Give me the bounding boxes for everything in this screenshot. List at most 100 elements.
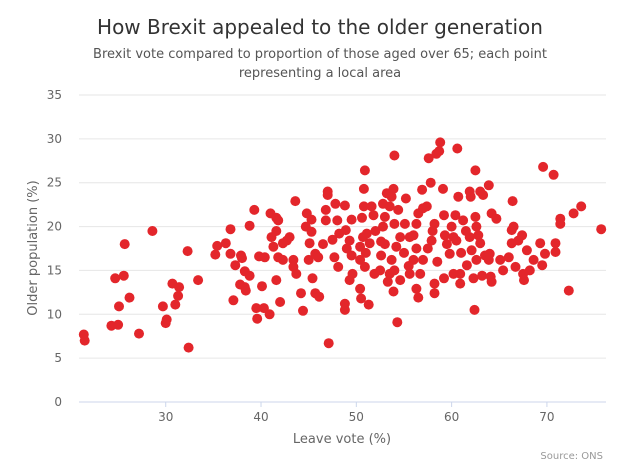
y-tick-label: 25 <box>47 176 62 190</box>
data-point <box>244 270 255 281</box>
data-point <box>356 293 367 304</box>
data-point <box>486 276 497 287</box>
data-point <box>79 335 90 346</box>
data-point <box>395 232 406 243</box>
data-point <box>550 238 561 249</box>
data-point <box>220 238 231 249</box>
data-point <box>422 243 433 254</box>
data-point <box>147 226 158 236</box>
data-point <box>268 241 279 252</box>
chart-title: How Brexit appealed to the older generat… <box>97 15 543 39</box>
data-point <box>323 338 334 349</box>
data-point <box>471 254 482 265</box>
data-point <box>563 285 574 296</box>
data-point <box>161 314 172 325</box>
data-point <box>399 218 410 229</box>
data-point <box>389 150 400 161</box>
data-point <box>296 288 306 299</box>
data-point <box>483 254 494 265</box>
data-point <box>273 215 284 226</box>
data-point <box>521 245 532 256</box>
x-tick-label: 30 <box>158 410 173 424</box>
y-axis-ticks: 0 5 10 15 20 25 30 35 <box>47 88 62 409</box>
data-point <box>461 260 472 271</box>
data-point <box>379 239 390 250</box>
data-point <box>314 291 325 302</box>
data-point <box>452 143 463 154</box>
data-point <box>540 248 550 259</box>
data-point <box>259 252 270 263</box>
data-point <box>378 221 388 232</box>
data-point <box>346 250 357 261</box>
data-point <box>395 275 406 286</box>
data-point <box>332 215 343 226</box>
data-point <box>458 215 469 226</box>
data-points <box>78 137 607 353</box>
data-point <box>228 295 239 306</box>
data-point <box>434 146 445 157</box>
data-point <box>118 270 129 281</box>
data-point <box>182 246 193 257</box>
data-point <box>460 226 471 236</box>
data-point <box>307 273 318 284</box>
data-point <box>400 193 411 204</box>
source-credit: Source: ONS <box>540 451 603 462</box>
data-point <box>411 218 422 229</box>
data-point <box>275 297 286 307</box>
data-point <box>548 169 559 180</box>
x-axis-label: Leave vote (%) <box>293 432 391 447</box>
data-point <box>451 235 462 246</box>
data-point <box>288 254 299 265</box>
data-point <box>550 247 561 257</box>
data-point <box>411 283 422 294</box>
data-point <box>415 268 426 279</box>
data-point <box>303 254 314 265</box>
y-tick-label: 15 <box>47 263 62 277</box>
data-point <box>508 221 519 232</box>
data-point <box>290 196 301 207</box>
y-tick-label: 30 <box>47 132 62 146</box>
data-point <box>524 265 535 276</box>
data-point <box>134 328 144 339</box>
data-point <box>251 303 262 314</box>
data-point <box>386 254 397 265</box>
data-point <box>537 260 548 271</box>
data-point <box>257 281 267 292</box>
data-point <box>341 243 352 254</box>
data-point <box>375 265 386 276</box>
data-point <box>507 196 518 207</box>
data-point <box>252 313 263 324</box>
data-point <box>517 230 528 241</box>
data-point <box>455 268 466 279</box>
x-tick-label: 40 <box>253 410 268 424</box>
data-point <box>322 190 333 200</box>
data-point <box>157 301 168 312</box>
data-point <box>210 249 221 260</box>
data-point <box>389 218 400 229</box>
data-point <box>318 239 328 250</box>
data-point <box>174 282 185 293</box>
x-tick-label: 50 <box>349 410 364 424</box>
data-point <box>388 183 399 194</box>
data-point <box>432 256 443 267</box>
x-tick-label: 70 <box>539 410 554 424</box>
data-point <box>304 238 315 249</box>
data-point <box>379 211 390 222</box>
data-point <box>358 201 369 212</box>
data-point <box>298 305 308 316</box>
data-point <box>277 254 288 265</box>
data-point <box>230 260 241 271</box>
data-point <box>429 288 440 299</box>
data-point <box>555 218 566 229</box>
data-point <box>306 226 317 237</box>
y-tick-label: 5 <box>54 351 62 365</box>
data-point <box>404 268 415 279</box>
data-point <box>450 210 461 221</box>
data-point <box>340 225 351 236</box>
data-point <box>264 309 275 320</box>
data-point <box>114 301 124 312</box>
data-point <box>212 240 223 251</box>
data-point <box>411 243 422 254</box>
x-tick-label: 60 <box>444 410 459 424</box>
